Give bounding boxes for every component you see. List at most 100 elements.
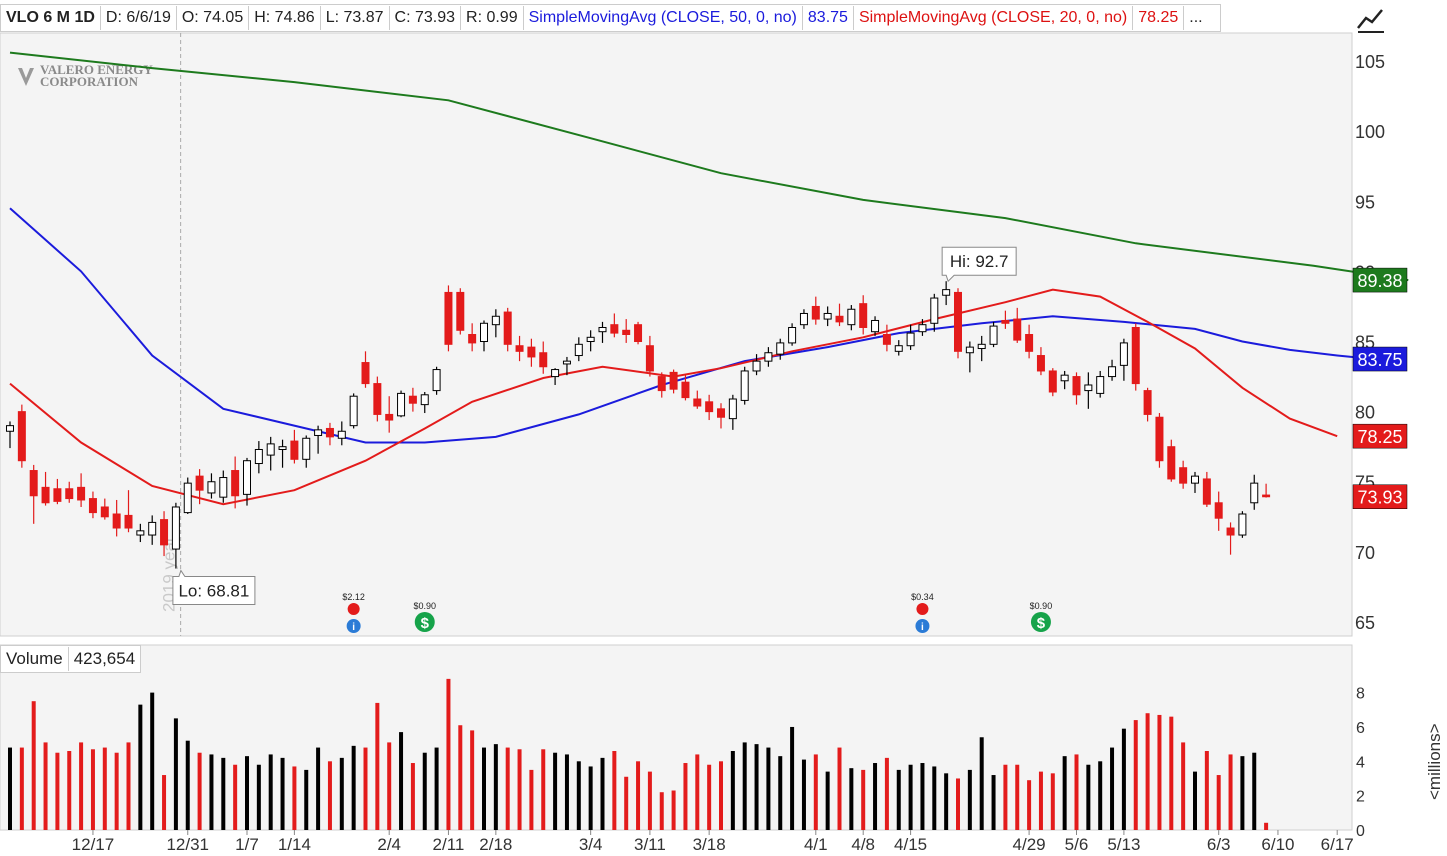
candle [965, 341, 974, 373]
candle [847, 305, 856, 331]
candle [88, 491, 97, 519]
candle-body [1238, 513, 1247, 536]
candle-body [634, 324, 643, 343]
candle-body [705, 401, 714, 413]
candle-body [835, 315, 844, 323]
volume-bar [1157, 714, 1162, 830]
symbol-label[interactable]: VLO 6 M 1D [1, 6, 101, 30]
candle [136, 523, 145, 543]
candle [977, 335, 986, 362]
sma20-study-label[interactable]: SimpleMovingAvg (CLOSE, 20, 0, no) [854, 6, 1134, 30]
range-readout: R: 0.99 [461, 6, 524, 30]
candle [1060, 370, 1069, 390]
candle [314, 425, 323, 454]
volume-bar [1086, 764, 1091, 830]
candle-body [124, 514, 133, 529]
sma50-study-label[interactable]: SimpleMovingAvg (CLOSE, 50, 0, no) [524, 6, 803, 30]
volume-bar [1204, 751, 1209, 830]
volume-bar [778, 756, 783, 830]
candle-body [456, 291, 465, 331]
volume-panel[interactable] [0, 644, 1353, 831]
price-panel[interactable] [0, 32, 1353, 637]
date-readout: D: 6/6/19 [101, 6, 177, 30]
volume-bar [766, 747, 771, 830]
candle [290, 429, 299, 464]
volume-bar [908, 764, 913, 830]
candle-body [859, 303, 868, 328]
candle-body [100, 506, 109, 518]
drawing-tool-icon[interactable] [1356, 4, 1386, 34]
candle-body [527, 346, 536, 358]
volume-bar [636, 761, 641, 830]
date-tick-label: 12/31 [166, 835, 209, 854]
candle [468, 323, 477, 352]
candle [53, 478, 62, 505]
candle-body [349, 395, 358, 427]
high-annotation: Hi: 92.7 [941, 246, 1017, 283]
dividend-icon [414, 612, 435, 632]
candle [776, 338, 785, 360]
volume-bar [399, 732, 404, 830]
volume-bar [268, 754, 273, 830]
close-readout: C: 73.93 [390, 6, 462, 30]
candle-body [432, 369, 441, 392]
candle-body [645, 345, 654, 372]
candle-body [989, 325, 998, 345]
candle [1167, 439, 1176, 482]
date-tick-label: 6/10 [1261, 835, 1294, 854]
candle-body [397, 392, 406, 417]
candle-body [811, 305, 820, 320]
event-label: $0.90 [413, 601, 436, 611]
volume-bar [671, 790, 676, 830]
volume-bar [564, 754, 569, 830]
candle [29, 464, 38, 524]
candle [77, 473, 86, 507]
last-price-badge: 73.93 [1352, 484, 1408, 509]
date-tick-label: 3/18 [693, 835, 726, 854]
candle-body [1084, 384, 1093, 392]
candle [1025, 324, 1034, 359]
candle-body [1108, 366, 1117, 378]
volume-label[interactable]: Volume [1, 647, 69, 671]
volume-bar [280, 757, 285, 830]
candle [562, 356, 571, 376]
candles [6, 281, 1271, 569]
candle [325, 422, 334, 446]
volume-bar [517, 749, 522, 830]
sma50-badge: 83.75 [1352, 346, 1408, 372]
candle [1048, 368, 1057, 397]
candle-body [254, 448, 263, 465]
volume-bar [458, 725, 463, 830]
candle [788, 323, 797, 346]
sma50-study-value: 83.75 [803, 6, 854, 30]
candle-body [444, 291, 453, 345]
volume-bar [316, 747, 321, 830]
candle-body [1060, 374, 1069, 382]
candle [361, 351, 370, 388]
candle [1013, 307, 1022, 343]
candle [835, 303, 844, 327]
volume-bar [1228, 754, 1233, 830]
volume-bar [197, 752, 202, 830]
candle [491, 309, 500, 338]
volume-bar [470, 730, 475, 830]
price-tick-label: 105 [1355, 52, 1385, 72]
candle-body [420, 394, 429, 406]
candle-body [148, 521, 157, 536]
candle [408, 387, 417, 412]
candle [1036, 347, 1045, 376]
candle-body [1250, 482, 1259, 504]
volume-bar [292, 766, 297, 830]
volume-bar [624, 776, 629, 830]
candle [1108, 359, 1117, 381]
dividend-glyph: $ [1037, 615, 1046, 632]
more-studies-button[interactable]: ... [1189, 9, 1203, 26]
candle-body [480, 322, 488, 343]
candle-body [53, 488, 62, 502]
volume-bar [114, 752, 119, 830]
candle-body [693, 398, 702, 407]
volume-bar [67, 751, 72, 830]
candle-body [788, 326, 797, 344]
candle-body [574, 343, 583, 357]
